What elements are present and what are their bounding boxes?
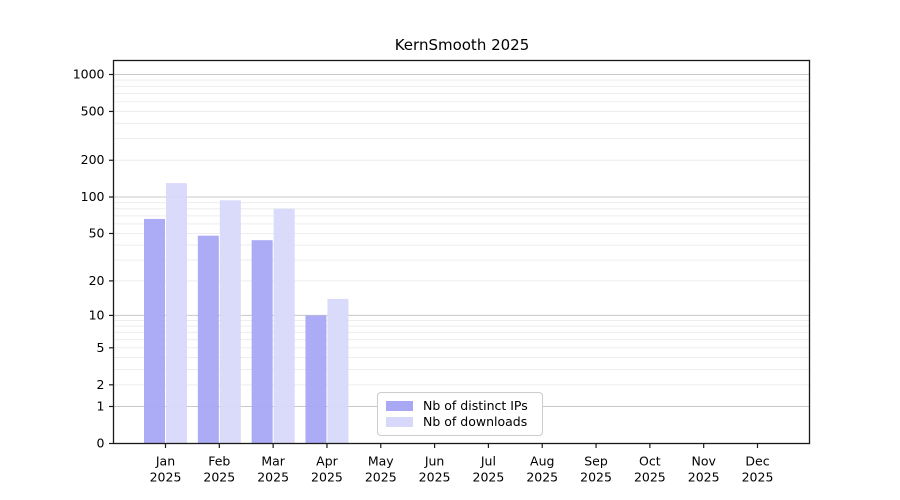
x-tick-year-jun: 2025 (419, 470, 451, 485)
y-tick-label-1: 1 (97, 398, 105, 413)
bars (144, 183, 349, 444)
x-tick-year-mar: 2025 (257, 470, 289, 485)
x-tick-year-dec: 2025 (742, 470, 774, 485)
bar-apr-distinct-ips (305, 315, 327, 444)
x-tick-month-jan: Jan (155, 454, 175, 469)
x-tick-month-may: May (368, 454, 394, 469)
y-tick-label-50: 50 (89, 225, 105, 240)
x-tick-month-apr: Apr (316, 454, 338, 469)
y-tick-label-100: 100 (81, 189, 105, 204)
legend-item-distinct-ips: Nb of distinct IPs (386, 398, 534, 414)
axes-border (112, 59, 811, 445)
legend-swatch-distinct-ips-icon (386, 401, 413, 411)
x-tick-month-mar: Mar (261, 454, 285, 469)
x-tick-month-dec: Dec (745, 454, 769, 469)
x-tick-year-jan: 2025 (150, 470, 182, 485)
x-tick-month-aug: Aug (530, 454, 554, 469)
x-tick-month-nov: Nov (691, 454, 716, 469)
chart-title: KernSmooth 2025 (394, 36, 530, 54)
legend-item-downloads: Nb of downloads (386, 414, 534, 430)
y-tick-label-2: 2 (97, 377, 105, 392)
bar-feb-downloads (219, 200, 241, 444)
x-tick-month-sep: Sep (584, 454, 608, 469)
bar-mar-distinct-ips (251, 240, 273, 444)
x-tick-year-feb: 2025 (203, 470, 235, 485)
legend: Nb of distinct IPs Nb of downloads (377, 392, 543, 436)
bar-jan-distinct-ips (144, 218, 165, 444)
x-tick-year-oct: 2025 (634, 470, 666, 485)
y-tick-label-20: 20 (89, 273, 105, 288)
x-tick-month-oct: Oct (639, 454, 661, 469)
x-tick-year-may: 2025 (365, 470, 397, 485)
x-tick-year-apr: 2025 (311, 470, 343, 485)
x-axis-ticks: Jan2025Feb2025Mar2025Apr2025May2025Jun20… (150, 443, 774, 485)
y-tick-label-200: 200 (81, 152, 105, 167)
bar-feb-distinct-ips (197, 235, 219, 444)
y-tick-label-0: 0 (97, 436, 105, 451)
y-tick-label-1000: 1000 (73, 67, 105, 82)
bar-mar-downloads (273, 208, 295, 444)
y-tick-label-10: 10 (89, 307, 105, 322)
x-tick-month-jul: Jul (480, 454, 496, 469)
y-tick-label-5: 5 (97, 340, 105, 355)
y-tick-label-500: 500 (81, 103, 105, 118)
x-tick-month-jun: Jun (424, 454, 445, 469)
x-tick-year-nov: 2025 (688, 470, 720, 485)
legend-label-downloads: Nb of downloads (423, 414, 528, 429)
legend-label-distinct-ips: Nb of distinct IPs (423, 398, 528, 413)
x-tick-year-sep: 2025 (580, 470, 612, 485)
x-tick-year-aug: 2025 (526, 470, 558, 485)
x-tick-year-jul: 2025 (473, 470, 505, 485)
bar-apr-downloads (327, 298, 349, 444)
x-tick-month-feb: Feb (208, 454, 230, 469)
y-axis-ticks: 0 1 2 5 10 20 50 100 200 500 1000 (73, 67, 114, 451)
bar-jan-downloads (166, 183, 187, 444)
legend-swatch-downloads-icon (386, 417, 413, 427)
